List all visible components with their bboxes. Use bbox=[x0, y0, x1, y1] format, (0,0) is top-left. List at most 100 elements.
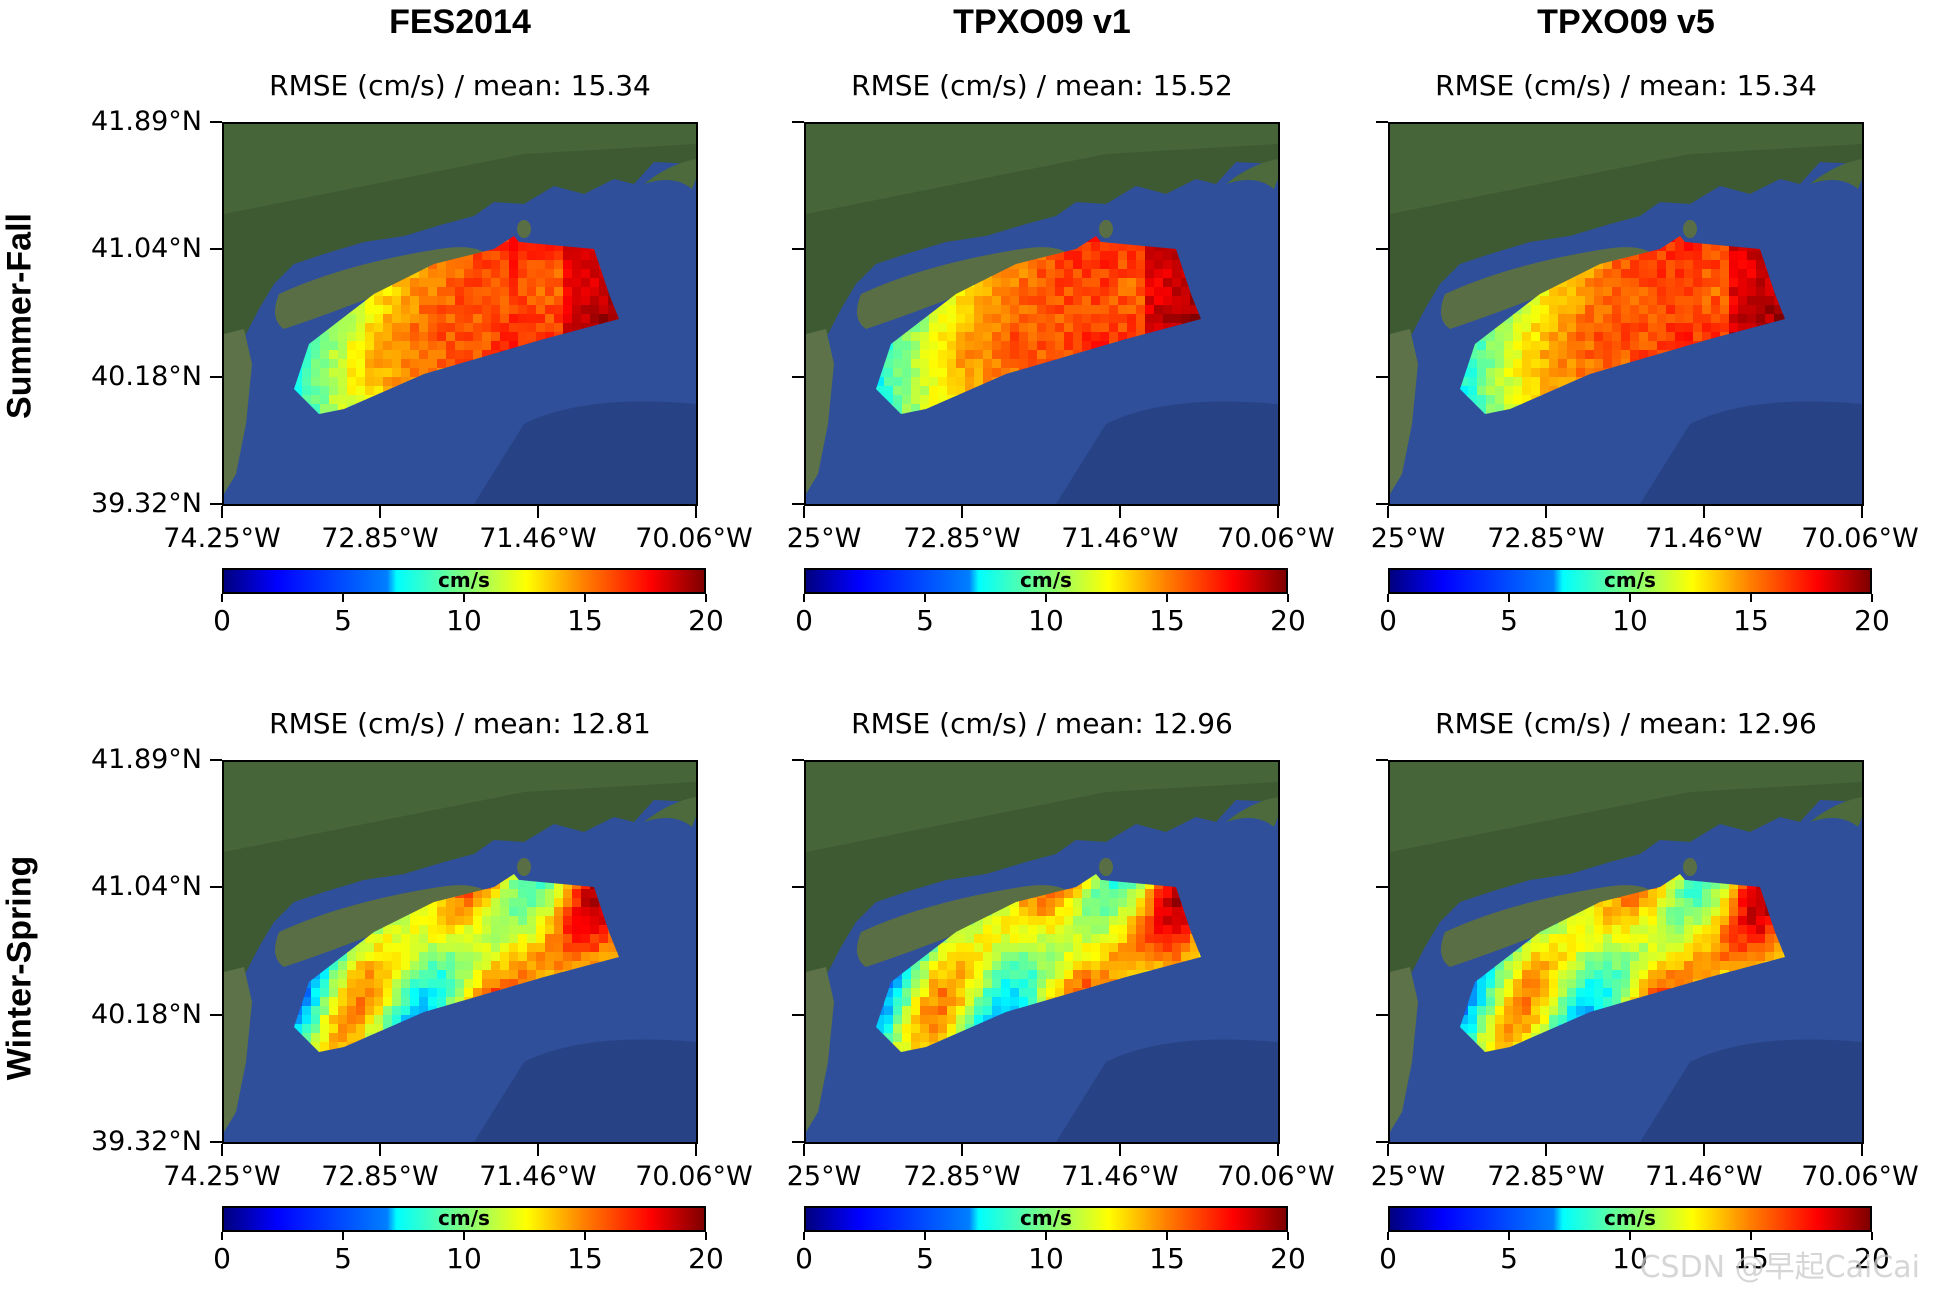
y-tick-mark bbox=[210, 1141, 222, 1143]
y-tick-mark bbox=[210, 759, 222, 761]
y-tick-mark bbox=[1376, 375, 1388, 378]
colorbar-tick-label: 20 bbox=[1270, 1242, 1306, 1275]
x-tick-label: 72.85°W bbox=[1487, 1161, 1605, 1192]
x-tick-label: 70.06°W bbox=[1217, 523, 1335, 554]
x-tick-mark bbox=[1387, 1144, 1389, 1156]
block-island bbox=[1099, 220, 1113, 238]
colorbar-tick-label: 5 bbox=[916, 604, 934, 637]
cape-cod bbox=[1226, 797, 1278, 827]
colorbar-tick-mark bbox=[342, 1232, 344, 1240]
colorbar-tick-mark bbox=[803, 1232, 805, 1240]
x-tick-label: 70.06°W bbox=[635, 1161, 753, 1192]
colorbar bbox=[222, 1206, 706, 1232]
inland-forest bbox=[1390, 124, 1862, 214]
x-tick-label: 71.46°W bbox=[479, 523, 597, 554]
y-tick-mark bbox=[792, 121, 804, 123]
map-panel bbox=[804, 122, 1280, 506]
inland-forest bbox=[224, 762, 696, 852]
colorbar-tick-mark bbox=[1508, 594, 1510, 602]
colorbar-tick-label: 15 bbox=[1733, 604, 1769, 637]
x-tick-label: 71.46°W bbox=[1645, 1161, 1763, 1192]
shelf-shading bbox=[1640, 1039, 1862, 1142]
cape-cod bbox=[1810, 797, 1862, 827]
colorbar-tick-mark bbox=[705, 594, 707, 602]
x-tick-mark bbox=[1703, 506, 1705, 518]
x-tick-mark bbox=[1119, 506, 1121, 518]
mainland bbox=[806, 762, 1278, 1062]
colorbar-tick-label: 15 bbox=[567, 1242, 603, 1275]
panel-subtitle: RMSE (cm/s) / mean: 12.81 bbox=[269, 707, 651, 740]
colorbar-tick-label: 0 bbox=[795, 1242, 813, 1275]
x-tick-label: 72.85°W bbox=[1487, 523, 1605, 554]
y-tick-mark bbox=[1376, 759, 1388, 761]
x-tick-label: 72.85°W bbox=[903, 1161, 1021, 1192]
colorbar-tick-label: 20 bbox=[1854, 604, 1890, 637]
cape-cod bbox=[644, 159, 696, 189]
shelf-shading bbox=[1056, 1039, 1278, 1142]
x-tick-mark bbox=[379, 506, 381, 518]
new-jersey-coast bbox=[806, 329, 834, 494]
panel-subtitle: RMSE (cm/s) / mean: 15.34 bbox=[269, 69, 651, 102]
block-island bbox=[517, 858, 531, 876]
colorbar-tick-label: 15 bbox=[1149, 604, 1185, 637]
new-jersey-coast bbox=[224, 967, 252, 1132]
mainland bbox=[1390, 762, 1862, 1062]
block-island bbox=[1683, 858, 1697, 876]
colorbar bbox=[1388, 1206, 1872, 1232]
colorbar-tick-mark bbox=[1629, 1232, 1631, 1240]
colorbar-tick-mark bbox=[1045, 1232, 1047, 1240]
colorbar bbox=[1388, 568, 1872, 594]
x-tick-mark bbox=[1861, 506, 1863, 518]
inland-forest bbox=[806, 762, 1278, 852]
colorbar-tick-mark bbox=[584, 594, 586, 602]
x-tick-mark bbox=[1545, 1144, 1547, 1156]
y-tick-label: 40.18°N bbox=[91, 998, 202, 1030]
y-tick-mark bbox=[1376, 886, 1388, 889]
y-tick-mark bbox=[210, 886, 222, 889]
colorbar-tick-mark bbox=[1166, 1232, 1168, 1240]
colorbar-tick-label: 0 bbox=[213, 1242, 231, 1275]
cape-cod bbox=[1810, 159, 1862, 189]
colorbar-tick-label: 15 bbox=[1149, 1242, 1185, 1275]
colorbar-tick-label: 10 bbox=[446, 1242, 482, 1275]
colorbar-tick-mark bbox=[1045, 594, 1047, 602]
panel-subtitle: RMSE (cm/s) / mean: 12.96 bbox=[851, 707, 1233, 740]
colorbar-tick-mark bbox=[1629, 594, 1631, 602]
x-tick-label: 25°W bbox=[1370, 523, 1446, 554]
panel-subtitle: RMSE (cm/s) / mean: 12.96 bbox=[1435, 707, 1817, 740]
x-tick-label: 71.46°W bbox=[1061, 523, 1179, 554]
y-tick-mark bbox=[792, 248, 804, 251]
colorbar-tick-mark bbox=[1508, 1232, 1510, 1240]
x-tick-mark bbox=[1861, 1144, 1863, 1156]
mainland bbox=[1390, 124, 1862, 424]
y-tick-mark bbox=[792, 886, 804, 889]
colorbar-label: cm/s bbox=[438, 568, 490, 592]
y-tick-mark bbox=[1376, 503, 1388, 505]
colorbar-tick-mark bbox=[221, 594, 223, 602]
colorbar-label: cm/s bbox=[1604, 1206, 1656, 1230]
y-tick-mark bbox=[792, 1013, 804, 1016]
colorbar-tick-label: 20 bbox=[688, 1242, 724, 1275]
colorbar-tick-mark bbox=[1287, 1232, 1289, 1240]
map-panel bbox=[1388, 760, 1864, 1144]
colorbar-label: cm/s bbox=[1020, 1206, 1072, 1230]
y-tick-mark bbox=[1376, 1013, 1388, 1016]
x-tick-mark bbox=[1277, 506, 1279, 518]
new-jersey-coast bbox=[224, 329, 252, 494]
y-tick-mark bbox=[210, 121, 222, 123]
panel-subtitle: RMSE (cm/s) / mean: 15.52 bbox=[851, 69, 1233, 102]
x-tick-label: 71.46°W bbox=[1061, 1161, 1179, 1192]
panel-subtitle: RMSE (cm/s) / mean: 15.34 bbox=[1435, 69, 1817, 102]
cape-cod bbox=[1226, 159, 1278, 189]
colorbar-tick-mark bbox=[1387, 1232, 1389, 1240]
column-title-fes2014: FES2014 bbox=[389, 3, 531, 41]
colorbar-tick-mark bbox=[803, 594, 805, 602]
colorbar-tick-mark bbox=[1166, 594, 1168, 602]
y-tick-mark bbox=[1376, 121, 1388, 123]
colorbar-tick-label: 5 bbox=[334, 604, 352, 637]
x-tick-mark bbox=[221, 506, 223, 518]
x-tick-label: 70.06°W bbox=[635, 523, 753, 554]
x-tick-label: 70.06°W bbox=[1801, 523, 1919, 554]
x-tick-mark bbox=[1387, 506, 1389, 518]
colorbar-tick-mark bbox=[1871, 1232, 1873, 1240]
